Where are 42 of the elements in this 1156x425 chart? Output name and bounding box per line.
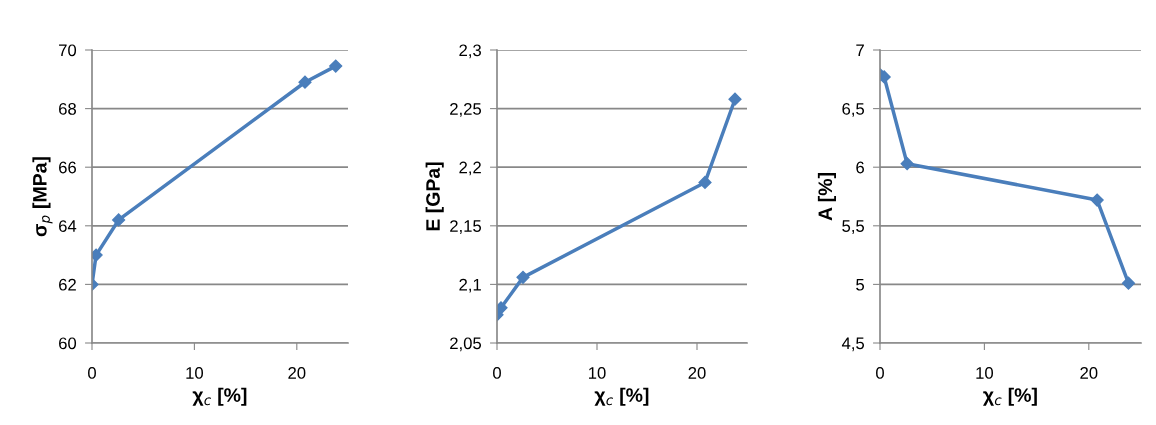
point [1090, 193, 1104, 207]
x-axis-title: χ$_{c}$ [%] [192, 387, 247, 406]
x-tick-label: 0 [876, 367, 884, 379]
y-tick-label: 60 [59, 337, 77, 350]
point [900, 157, 914, 171]
y-tick-label: 68 [59, 103, 76, 115]
point [298, 75, 312, 89]
x-tick-label: 10 [589, 367, 606, 379]
x-axis-title: χ$_{c}$ [%] [594, 387, 649, 406]
y-tick-label: 2,1 [459, 278, 481, 293]
x-tick-label: 20 [288, 367, 306, 379]
y-tick-label: 2,25 [450, 103, 482, 117]
point [329, 59, 343, 73]
y-tick-label: 6,5 [842, 103, 865, 117]
y-tick-label: 2,3 [459, 44, 481, 59]
point [1121, 276, 1136, 290]
y-tick-label: 6 [856, 161, 864, 174]
x-tick-label: 20 [688, 367, 706, 379]
x-tick-label: 20 [1080, 367, 1098, 379]
y-tick-label: 66 [59, 161, 76, 174]
x-axis-title: χ$_{c}$ [%] [983, 387, 1037, 406]
y-tick-label: 64 [59, 220, 77, 232]
point [516, 270, 530, 284]
y-tick-label: 70 [59, 44, 77, 57]
y-tick-label: 7 [856, 44, 864, 57]
x-tick-label: 10 [976, 367, 994, 379]
y-tick-label: 2,05 [450, 337, 482, 352]
y-tick-label: 5,5 [842, 220, 865, 234]
x-tick-label: 10 [186, 367, 204, 379]
point [728, 92, 742, 106]
y-axis-title: A [%] [817, 173, 836, 221]
y-tick-label: 2,15 [450, 220, 482, 234]
point [112, 213, 126, 227]
y-tick-label: 5 [856, 278, 865, 291]
y-axis-title: E [GPa] [425, 162, 444, 231]
y-tick-label: 4,5 [841, 337, 865, 352]
x-tick-label: 0 [493, 367, 501, 379]
y-tick-label: 62 [59, 278, 76, 291]
x-tick-label: 0 [88, 367, 96, 379]
point [698, 175, 712, 190]
y-tick-label: 2,2 [459, 161, 481, 176]
y-axis-title: σ$_{p}$ [MPa] [32, 157, 53, 237]
